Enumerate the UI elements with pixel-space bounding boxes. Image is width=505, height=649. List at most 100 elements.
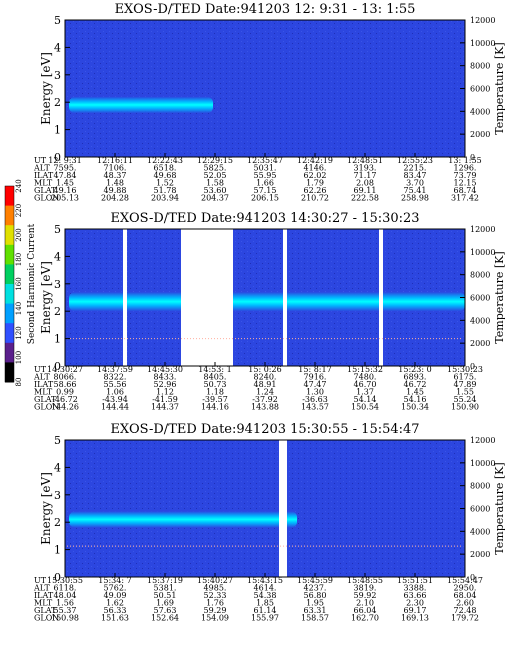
table-cell: -43.94 — [102, 395, 128, 404]
table-cell: 5825. — [204, 164, 227, 173]
table-row-label: ALT — [33, 373, 50, 382]
table-cell: 46.70 — [354, 380, 377, 389]
table-cell: 47.47 — [304, 380, 327, 389]
table-cell: 1.52 — [156, 179, 174, 188]
y2-tick-label: 8000 — [470, 62, 490, 71]
table-cell: -46.72 — [52, 395, 78, 404]
y2-tick-label: 2000 — [470, 550, 490, 559]
table-row-label: ILAT — [34, 380, 54, 389]
y-tick-label: 0 — [54, 360, 61, 373]
table-cell: 1.69 — [156, 599, 174, 608]
table-cell: 63.31 — [304, 606, 327, 615]
colorbar-segment — [5, 303, 14, 324]
table-cell: 68.74 — [454, 186, 477, 195]
table-cell: 154.09 — [201, 614, 229, 623]
table-cell: 8405. — [204, 373, 227, 382]
table-row-label: GLON — [34, 614, 59, 623]
table-cell: 144.37 — [151, 403, 179, 412]
y-tick-label: 1 — [54, 124, 61, 137]
table-cell: 62.26 — [304, 186, 327, 195]
panel-title: EXOS-D/TED Date:941203 15:30:55 - 15:54:… — [110, 422, 419, 437]
table-cell: 1.48 — [106, 179, 124, 188]
table-cell: 5031. — [254, 164, 277, 173]
y2-tick-label: 0 — [470, 573, 475, 582]
table-cell: -39.57 — [202, 395, 228, 404]
table-cell: 0.99 — [56, 388, 74, 397]
table-cell: 150.54 — [351, 403, 379, 412]
colorbar-tick-label: 200 — [15, 228, 23, 241]
table-cell: 1.30 — [306, 388, 324, 397]
colorbar-tick-label: 240 — [15, 179, 23, 192]
y2-tick-label: 2000 — [470, 130, 490, 139]
table-cell: 5762. — [104, 584, 127, 593]
table-cell: 317.42 — [451, 194, 479, 203]
table-cell: 12:42:19 — [297, 156, 333, 165]
table-cell: 1.55 — [456, 388, 474, 397]
y-tick-label: 1 — [54, 544, 61, 557]
table-row-label: GLAT — [34, 395, 57, 404]
table-cell: 144.16 — [201, 403, 229, 412]
y2-axis-label: Temperature [K] — [493, 462, 505, 554]
table-cell: 48.37 — [104, 171, 127, 180]
y2-tick-label: 12000 — [470, 436, 495, 445]
table-cell: 15:54:47 — [447, 576, 483, 585]
table-cell: 50.51 — [154, 591, 177, 600]
table-cell: 206.15 — [251, 194, 279, 203]
table-cell: 222.58 — [351, 194, 379, 203]
table-cell: 72.48 — [454, 606, 477, 615]
y-axis-label: Energy [eV] — [39, 472, 53, 545]
table-cell: 2215. — [404, 164, 427, 173]
table-cell: 1296. — [454, 164, 477, 173]
table-cell: 12: 9:31 — [48, 156, 81, 165]
table-row-label: GLAT — [34, 186, 57, 195]
table-cell: 47.89 — [454, 380, 477, 389]
table-cell: 1.62 — [106, 599, 124, 608]
table-cell: 15: 0:26 — [248, 365, 281, 374]
table-cell: 50.73 — [204, 380, 227, 389]
table-cell: 143.57 — [301, 403, 329, 412]
panel-3: EXOS-D/TED Date:941203 15:30:55 - 15:54:… — [33, 422, 505, 623]
table-row-label: UT — [34, 365, 47, 374]
table-cell: 66.04 — [354, 606, 377, 615]
table-cell: 51.78 — [154, 186, 177, 195]
y-tick-label: 4 — [54, 41, 61, 54]
table-cell: 2.60 — [456, 599, 474, 608]
data-gap-2 — [181, 229, 233, 366]
table-cell: 14:30:27 — [47, 365, 83, 374]
table-cell: 6118. — [54, 584, 77, 593]
panel-2: EXOS-D/TED Date:941203 14:30:27 - 15:30:… — [33, 211, 505, 412]
table-cell: 55.95 — [254, 171, 277, 180]
table-cell: 1.12 — [156, 388, 174, 397]
y2-axis-label: Temperature [K] — [493, 42, 505, 134]
table-row-label: UT — [34, 156, 47, 165]
table-cell: 179.72 — [451, 614, 479, 623]
table-cell: 57.63 — [154, 606, 177, 615]
colorbar-segment — [5, 186, 14, 207]
y2-tick-label: 6000 — [470, 85, 490, 94]
y2-tick-label: 0 — [470, 362, 475, 371]
table-cell: 1.79 — [306, 179, 324, 188]
table-row-label: MLT — [34, 179, 53, 188]
table-cell: 3388. — [404, 584, 427, 593]
table-cell: 83.47 — [404, 171, 427, 180]
table-cell: 205.13 — [51, 194, 79, 203]
table-cell: 75.41 — [404, 186, 427, 195]
table-cell: 8322. — [104, 373, 127, 382]
table-cell: 8433. — [154, 373, 177, 382]
table-row-label: GLON — [34, 194, 59, 203]
y2-tick-label: 10000 — [470, 459, 495, 468]
colorbar-segment — [5, 264, 14, 285]
data-gap-1 — [279, 440, 287, 577]
table-cell: 15:34: 7 — [98, 576, 131, 585]
table-cell: 3193. — [354, 164, 377, 173]
table-cell: 52.96 — [154, 380, 177, 389]
colorbar-frame — [4, 185, 15, 383]
table-cell: -41.59 — [152, 395, 178, 404]
table-cell: -36.63 — [302, 395, 328, 404]
table-cell: 57.15 — [254, 186, 277, 195]
y2-tick-label: 12000 — [470, 225, 495, 234]
colorbar-segment — [5, 342, 14, 363]
y2-tick-label: 10000 — [470, 248, 495, 257]
table-cell: 15: 8:17 — [298, 365, 331, 374]
table-cell: 69.11 — [354, 186, 377, 195]
